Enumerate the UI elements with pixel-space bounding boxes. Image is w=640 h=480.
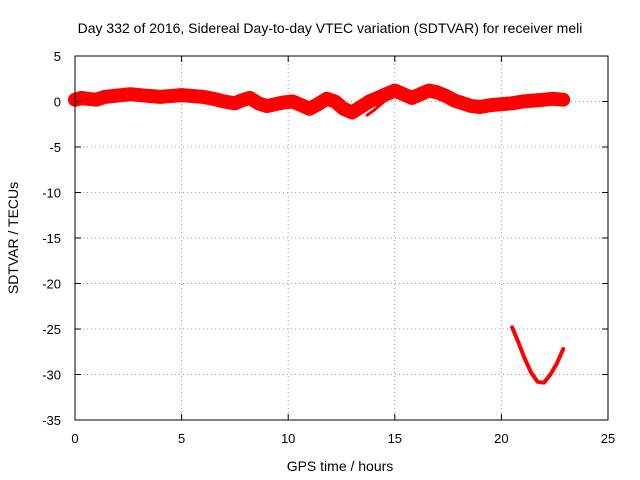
x-tick-label: 25: [601, 431, 615, 446]
x-tick-label: 20: [494, 431, 508, 446]
plot-frame: [74, 55, 609, 421]
y-tick-label: -5: [49, 140, 61, 155]
x-axis-label: GPS time / hours: [287, 458, 394, 474]
y-tick-label: 0: [54, 95, 61, 110]
grid-layer: [75, 56, 608, 420]
y-tick-label: -20: [42, 277, 61, 292]
chart-title: Day 332 of 2016, Sidereal Day-to-day VTE…: [78, 20, 583, 36]
x-tick-label: 10: [281, 431, 295, 446]
series-line-2: [365, 87, 401, 117]
y-tick-label: -25: [42, 322, 61, 337]
series-layer: [68, 83, 571, 385]
x-tick-label: 15: [388, 431, 402, 446]
y-tick-label: -30: [42, 368, 61, 383]
series-line-1: [68, 83, 571, 120]
y-tick-label: -35: [42, 413, 61, 428]
series-line-3: [510, 325, 566, 385]
y-tick-label: 5: [54, 49, 61, 64]
y-tick-label: -15: [42, 231, 61, 246]
y-tick-label: -10: [42, 186, 61, 201]
y-axis-label: SDTVAR / TECUs: [5, 182, 21, 294]
tick-layer: 0 5 10 15 20 25 5 0 -5 -10 -15 -20 -25 -30 -35: [42, 49, 615, 446]
x-tick-label: 0: [71, 431, 78, 446]
x-tick-label: 5: [178, 431, 185, 446]
